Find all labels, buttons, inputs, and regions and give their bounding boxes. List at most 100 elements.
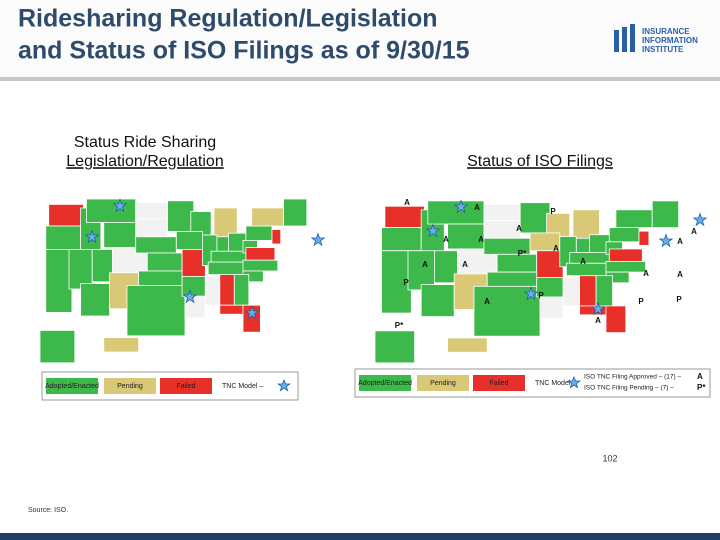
state [381, 227, 422, 252]
state [384, 205, 425, 229]
state [605, 261, 646, 273]
legend-label: TNC Model – [222, 383, 263, 390]
state [80, 283, 110, 317]
state [251, 207, 284, 227]
state [210, 250, 247, 263]
legend-swatch [160, 378, 212, 394]
logo-bar [630, 24, 635, 52]
state [138, 270, 183, 286]
legend-label: ISO TNC Filing Pending – (7) – [584, 385, 674, 392]
tnc-star [590, 301, 606, 316]
state [68, 248, 93, 290]
source: Source: ISO. [28, 507, 68, 514]
tnc-star [425, 223, 441, 238]
state [219, 274, 235, 306]
state [167, 200, 195, 232]
state [595, 275, 613, 307]
legend-label: Adopted/Enacted [358, 380, 412, 387]
filing-marker: A [462, 260, 468, 269]
logo-text: INSTITUTE [642, 45, 684, 54]
legend-swatch [104, 378, 156, 394]
filing-marker: A [553, 244, 559, 253]
filing-marker: P [550, 207, 556, 216]
legend-swatch [417, 375, 469, 391]
map-left [39, 198, 326, 364]
state [651, 200, 680, 228]
legend-symbol: P* [697, 383, 706, 392]
logo-bar [614, 30, 619, 52]
tnc-star [182, 289, 198, 304]
filing-marker: A [595, 316, 601, 325]
title-line: Ridesharing Regulation/Legislation [18, 5, 437, 33]
state [605, 305, 627, 334]
state [181, 275, 206, 297]
state [135, 218, 168, 238]
state [566, 262, 610, 277]
state [103, 337, 140, 353]
legend-swatch [473, 375, 525, 391]
state [242, 259, 279, 272]
filing-marker: P* [395, 321, 404, 330]
filing-marker: P [676, 295, 682, 304]
state [486, 271, 538, 287]
tnc-star [658, 233, 674, 248]
legend-label: TNC Model [535, 380, 571, 387]
state [271, 229, 282, 245]
map-title: Status Ride Sharing [74, 134, 216, 151]
state [579, 275, 597, 307]
filing-marker: A [580, 257, 586, 266]
filing-marker: P [538, 291, 544, 300]
state [569, 252, 610, 264]
state [233, 274, 250, 306]
legend-box [354, 368, 711, 398]
state [407, 250, 435, 291]
state [48, 203, 84, 227]
filing-marker: A [691, 227, 697, 236]
filing-marker: A [478, 235, 484, 244]
logo-text: INSURANCE [642, 27, 690, 36]
state [135, 202, 168, 220]
filing-marker: A [474, 203, 480, 212]
state [374, 330, 415, 364]
legend-label: Adopted/Enacted [45, 383, 99, 390]
tnc-star [112, 198, 128, 213]
filing-marker: A [643, 269, 649, 278]
tnc-star [244, 305, 260, 320]
legend-label: Pending [117, 383, 143, 390]
logo: INSURANCE INFORMATION INSTITUTE [614, 24, 698, 54]
tnc-star [310, 232, 326, 247]
legend-left: Adopted/Enacted Pending Failed TNC Model – [41, 371, 299, 401]
filing-marker: A [443, 235, 449, 244]
page-number: 102 [602, 453, 617, 463]
filing-marker: A [516, 224, 522, 233]
state [39, 329, 76, 364]
state [447, 337, 488, 353]
state [45, 225, 81, 250]
state [146, 252, 183, 272]
tnc-star [453, 199, 469, 214]
state [103, 221, 137, 248]
state [86, 198, 137, 223]
filing-marker: P* [518, 249, 527, 258]
state [204, 275, 221, 306]
filing-marker: A [484, 297, 490, 306]
state [45, 248, 73, 313]
legend-label: Pending [430, 380, 456, 387]
state [126, 284, 186, 337]
tnc-star [692, 212, 708, 227]
state [135, 236, 177, 254]
tnc-star [84, 229, 100, 244]
state [207, 261, 247, 276]
footer-bar [0, 533, 720, 540]
legend-swatch [46, 378, 98, 394]
legend-label: ISO TNC Filing Approved – (17) – [584, 374, 681, 381]
state [181, 248, 206, 277]
tnc-star [277, 378, 291, 392]
legend-right: Adopted/Enacted Pending Failed TNC Model ISO… [354, 368, 711, 398]
state [608, 227, 640, 243]
state [175, 230, 203, 250]
state [562, 277, 580, 307]
map-title: Status of ISO Filings [467, 153, 613, 170]
